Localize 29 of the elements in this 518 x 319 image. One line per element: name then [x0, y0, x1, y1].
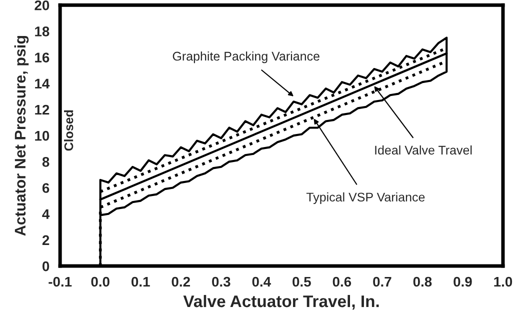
x-tick-label: 0.3: [212, 276, 230, 287]
y-tick-label: 4: [42, 209, 50, 219]
x-tick-label: 0.2: [172, 276, 190, 287]
x-tick-label: 0.0: [91, 276, 110, 287]
x-tick-label: 0.7: [373, 276, 392, 287]
y-axis-title: Actuator Net Pressure, psig: [14, 36, 29, 236]
x-tick-label: -0.1: [48, 276, 72, 287]
x-tick-label: 0.6: [332, 276, 352, 287]
x-axis-title: Valve Actuator Travel, In.: [183, 294, 379, 310]
y-tick-label: 2: [42, 235, 50, 245]
x-tick-label: 0.1: [132, 276, 150, 287]
y-tick-label: 20: [34, 0, 50, 10]
x-tick-label: 0.5: [292, 276, 311, 287]
x-tick-label: 0.4: [252, 276, 271, 287]
annotation: Typical VSP Variance: [306, 192, 425, 204]
x-tick-label: 0.9: [454, 276, 472, 287]
y-tick-label: 14: [35, 78, 50, 88]
y-tick-label: 8: [42, 157, 50, 167]
annotation: Graphite Packing Variance: [172, 51, 320, 64]
y-tick-label: 18: [35, 26, 50, 36]
y-tick-label: 12: [35, 104, 50, 115]
y-tick-label: 0: [42, 261, 50, 272]
x-tick-label: 1.0: [494, 276, 512, 287]
x-tick-label: 0.8: [413, 276, 432, 287]
annotation: Ideal Valve Travel: [375, 145, 472, 155]
annotation: Closed: [64, 110, 74, 151]
y-tick-label: 16: [35, 52, 50, 62]
y-tick-label: 6: [42, 183, 50, 193]
y-tick-label: 10: [35, 130, 50, 141]
